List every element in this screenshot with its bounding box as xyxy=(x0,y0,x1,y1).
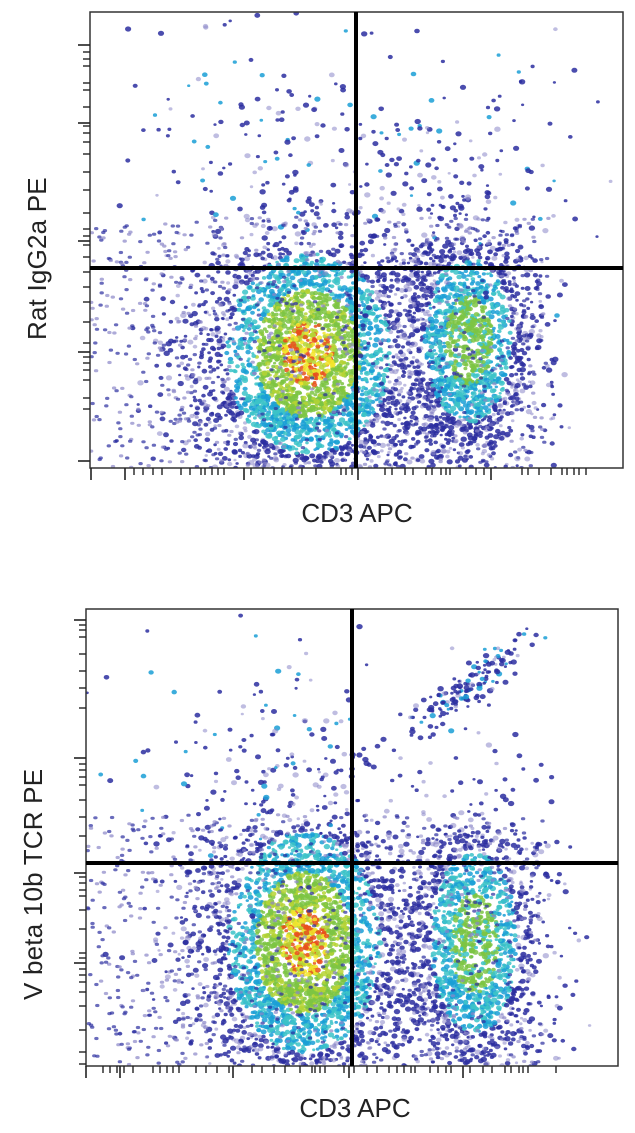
bottom-y-axis-label: V beta 10b TCR PE xyxy=(18,768,48,1000)
dot-layer xyxy=(90,12,613,468)
top-panel: Rat IgG2a PE CD3 APC xyxy=(0,0,635,560)
bottom-x-axis-label: CD3 APC xyxy=(299,1093,411,1123)
dot-layer xyxy=(86,613,592,1066)
top-x-axis-label: CD3 APC xyxy=(301,498,413,528)
top-dot-plot xyxy=(78,11,624,480)
